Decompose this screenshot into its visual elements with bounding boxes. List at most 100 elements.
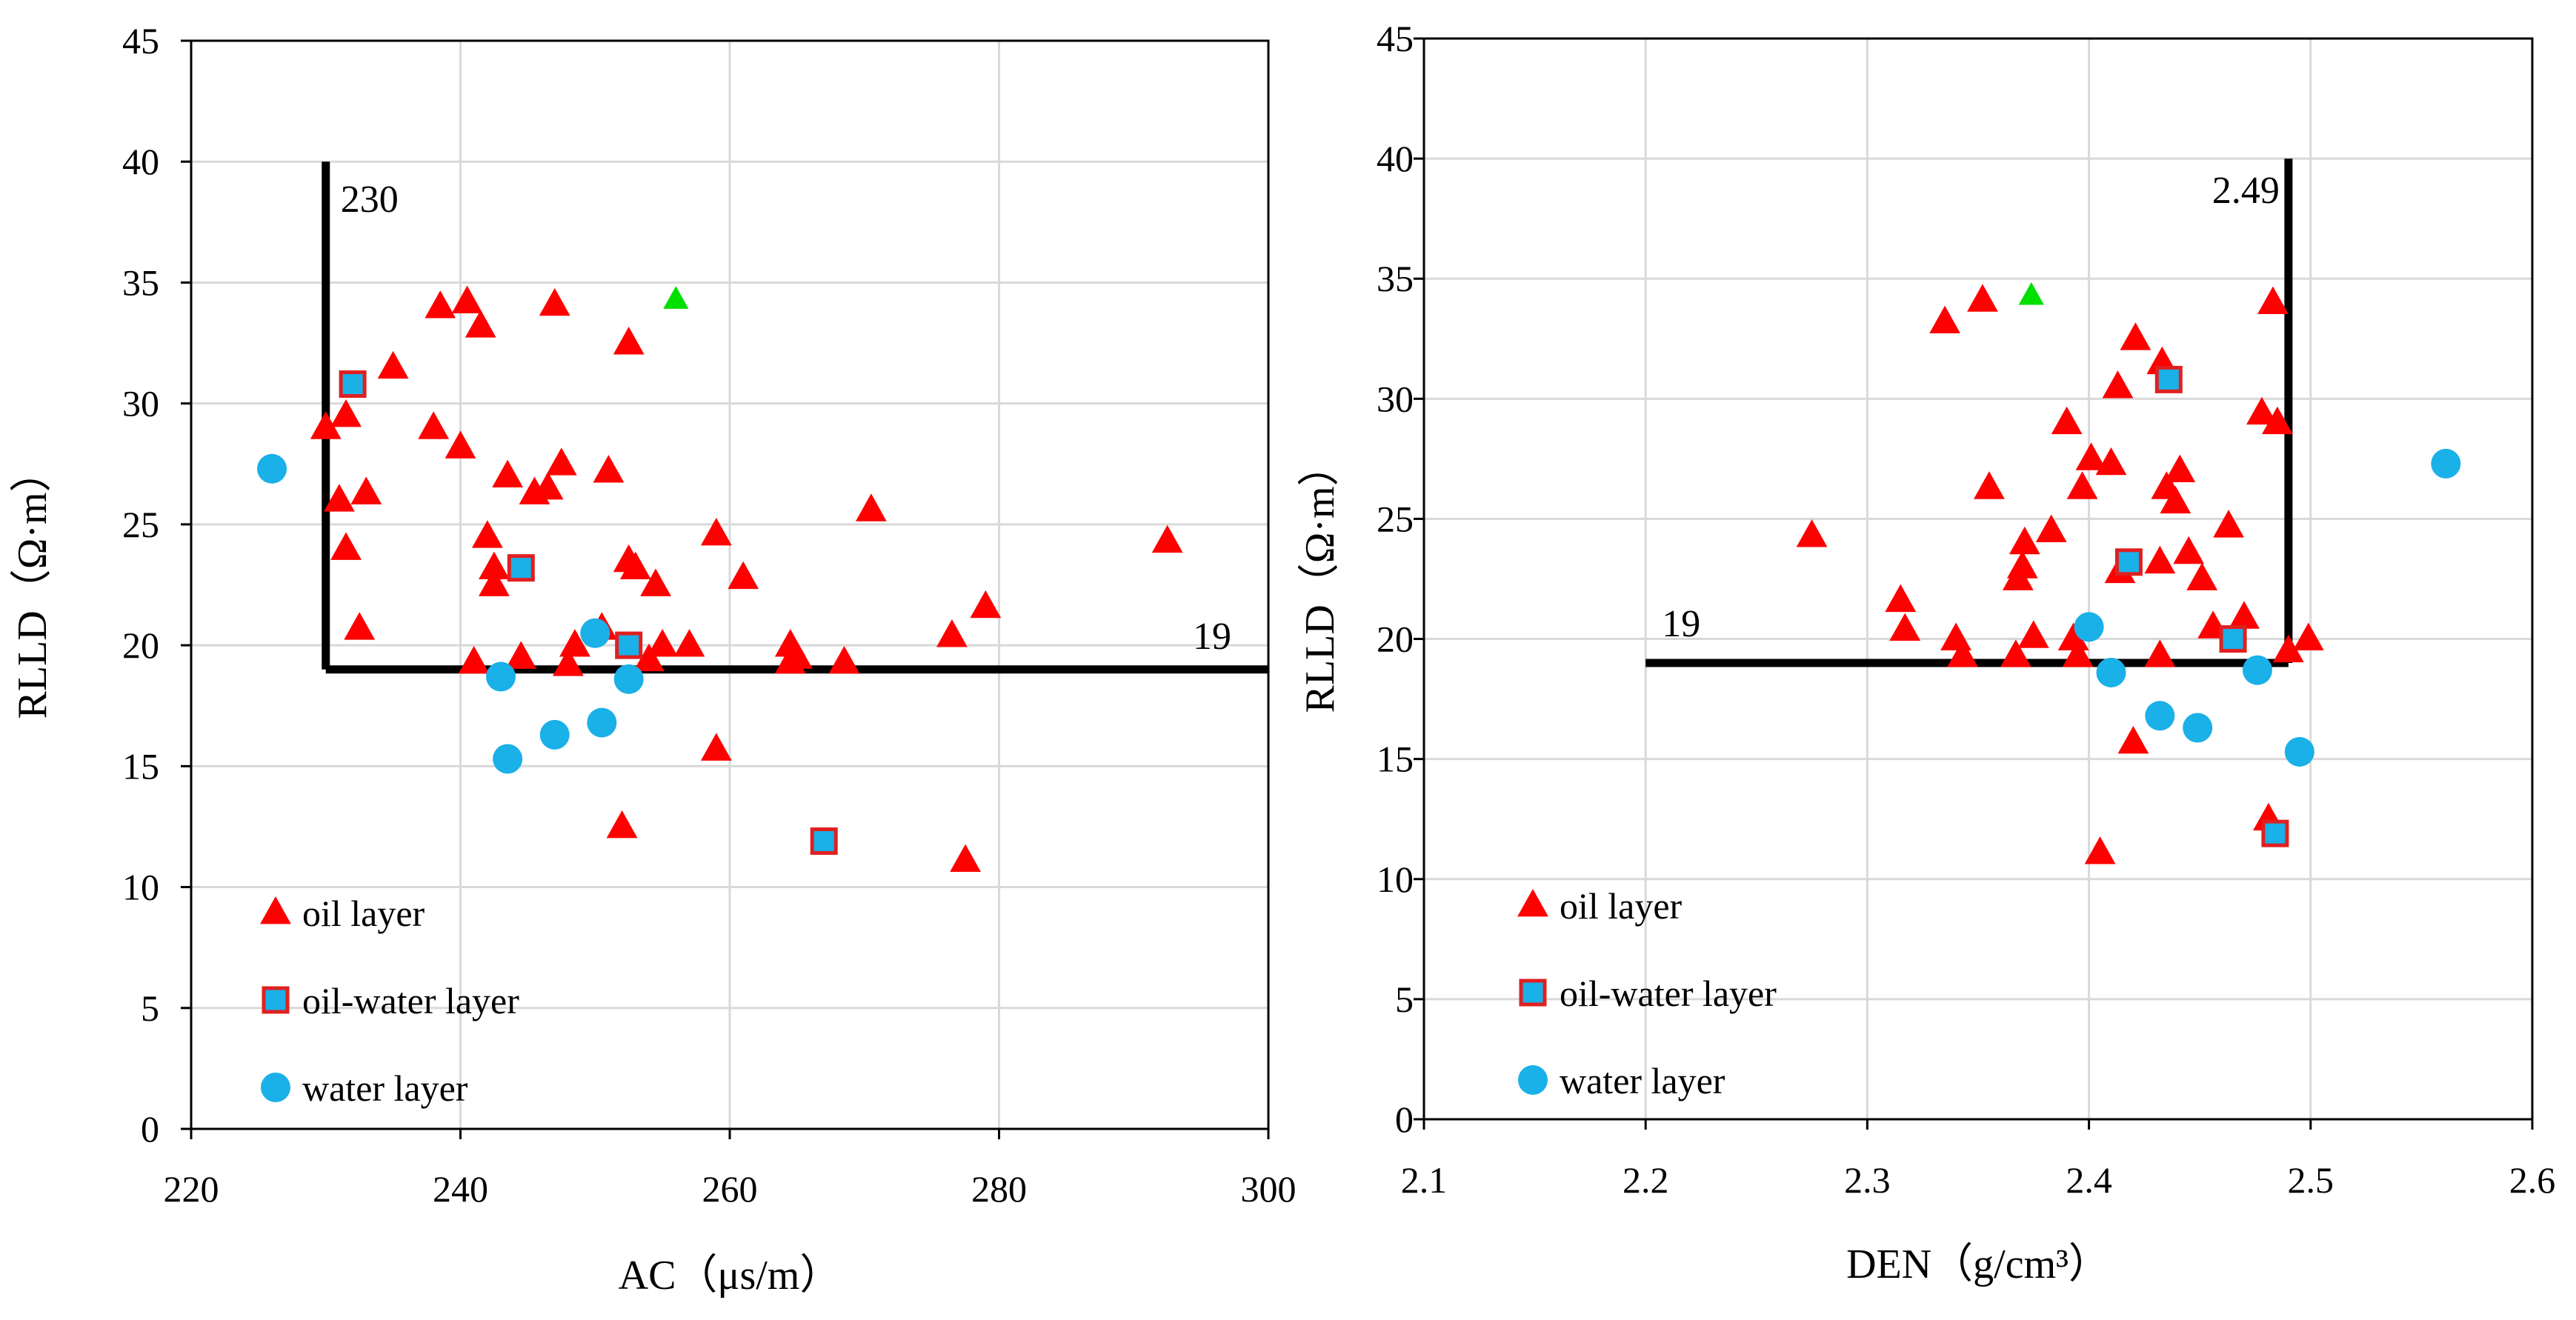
oil-layer-point xyxy=(2292,622,2324,650)
water-layer-point xyxy=(2145,701,2175,731)
legend-label: water layer xyxy=(1560,1060,1725,1101)
highlight-point xyxy=(663,286,689,309)
oil-layer-point xyxy=(553,648,584,676)
oil-layer-point xyxy=(936,619,968,647)
y-tick-label: 20 xyxy=(122,624,159,666)
oil-layer-point xyxy=(2084,836,2116,864)
oil-layer-point xyxy=(2075,442,2107,470)
oil-layer-point xyxy=(613,327,645,355)
y-tick-label: 0 xyxy=(1395,1099,1414,1140)
oil-layer-point xyxy=(2035,514,2067,543)
oil-layer-point xyxy=(2262,406,2293,435)
oil-layer-point xyxy=(418,411,450,439)
oil-layer-point xyxy=(640,568,671,596)
oil-layer-point xyxy=(2066,471,2098,499)
y-tick-label: 30 xyxy=(1377,378,1414,419)
oil-layer-point xyxy=(532,471,564,500)
oil-layer-point xyxy=(1889,613,1921,641)
oil-water-layer-point xyxy=(615,631,643,659)
oil-layer-point xyxy=(633,643,665,672)
oil-layer-point xyxy=(728,561,759,590)
y-tick-label: 15 xyxy=(122,745,159,787)
y-tick-label: 25 xyxy=(122,504,159,545)
y-tick-label: 45 xyxy=(1377,18,1414,59)
oil-layer-point xyxy=(2057,622,2089,650)
oil-layer-point xyxy=(479,568,510,596)
oil-water-layer-point xyxy=(2114,548,2143,576)
x-tick-label: 2.3 xyxy=(1844,1159,1891,1201)
x-tick-label: 2.4 xyxy=(2066,1159,2112,1201)
x-tick-label: 260 xyxy=(702,1168,758,1210)
x-tick-label: 300 xyxy=(1241,1168,1297,1210)
cutoff-label-vertical: 230 xyxy=(341,179,399,221)
oil-layer-point xyxy=(2017,620,2049,648)
legend-water-layer-marker xyxy=(1518,1065,1548,1095)
oil-layer-point xyxy=(344,612,376,640)
oil-layer-point xyxy=(828,645,860,674)
oil-layer-point xyxy=(2117,725,2149,754)
oil-layer-point xyxy=(2213,510,2244,538)
oil-layer-point xyxy=(545,447,577,476)
y-tick-label: 35 xyxy=(1377,258,1414,299)
y-axis-title: RLLD（Ω·m） xyxy=(1297,444,1343,713)
oil-layer-point xyxy=(2272,634,2304,663)
oil-layer-point xyxy=(2008,526,2040,555)
oil-layer-point xyxy=(1967,284,1998,312)
oil-layer-point xyxy=(781,641,813,669)
oil-water-layer-point xyxy=(2219,625,2247,653)
cutoff-label-horizontal: 19 xyxy=(1662,603,1700,645)
water-layer-point xyxy=(580,618,610,648)
y-tick-label: 40 xyxy=(122,141,159,182)
oil-layer-point xyxy=(1151,524,1183,553)
oil-water-layer-point xyxy=(339,370,367,399)
x-tick-label: 220 xyxy=(164,1168,219,1210)
highlight-point xyxy=(2018,281,2044,305)
oil-layer-point xyxy=(350,476,382,504)
oil-layer-point xyxy=(700,517,732,546)
water-layer-point xyxy=(486,661,516,692)
oil-layer-point xyxy=(2257,286,2289,315)
legend-oil-water-layer-marker xyxy=(262,986,290,1014)
legend-oil-layer-marker xyxy=(260,896,291,924)
water-layer-point xyxy=(2431,448,2461,479)
water-layer-point xyxy=(539,719,570,750)
water-layer-point xyxy=(2074,612,2104,642)
legend: oil layer oil-water layer water layer xyxy=(260,893,519,1109)
oil-layer-point xyxy=(310,411,342,439)
x-tick-label: 2.6 xyxy=(2509,1159,2556,1201)
y-tick-label: 5 xyxy=(1395,979,1414,1020)
legend-label: oil-water layer xyxy=(302,980,519,1021)
y-tick-label: 15 xyxy=(1377,739,1414,780)
y-tick-label: 30 xyxy=(122,383,159,424)
oil-layer-point xyxy=(2062,639,2094,667)
oil-layer-point xyxy=(593,455,625,483)
cutoff-label-vertical: 2.49 xyxy=(2212,170,2280,212)
oil-layer-point xyxy=(2095,447,2127,476)
oil-layer-point xyxy=(492,459,524,487)
oil-layer-point xyxy=(606,810,638,839)
oil-layer-point xyxy=(970,590,1002,619)
oil-layer-point xyxy=(700,733,732,761)
oil-layer-point xyxy=(619,551,651,580)
oil-layer-point xyxy=(324,484,355,512)
y-tick-label: 45 xyxy=(122,20,159,61)
y-tick-label: 20 xyxy=(1377,619,1414,660)
water-layer-point xyxy=(257,453,287,484)
water-layer-point xyxy=(2183,713,2213,743)
oil-layer-point xyxy=(1885,584,1917,613)
oil-layer-point xyxy=(1929,305,1961,333)
oil-layer-point xyxy=(2246,396,2277,425)
oil-layer-point xyxy=(673,629,705,657)
oil-layer-point xyxy=(445,430,476,459)
chart-ac-vs-rlld: 220 240 260 280 300 0 5 10 15 20 25 30 35 40 45 AC（μs/m… xyxy=(10,20,1297,1299)
water-layer-point xyxy=(493,744,523,774)
y-tick-label: 10 xyxy=(1377,859,1414,900)
oil-layer-point xyxy=(330,532,362,560)
water-layer-point xyxy=(2242,655,2272,685)
oil-layer-point xyxy=(647,629,679,657)
oil-water-layer-point xyxy=(810,827,838,856)
oil-layer-point xyxy=(855,493,887,521)
y-tick-label: 0 xyxy=(141,1108,159,1150)
legend-label: oil layer xyxy=(302,893,425,934)
legend-water-layer-marker xyxy=(261,1073,290,1102)
